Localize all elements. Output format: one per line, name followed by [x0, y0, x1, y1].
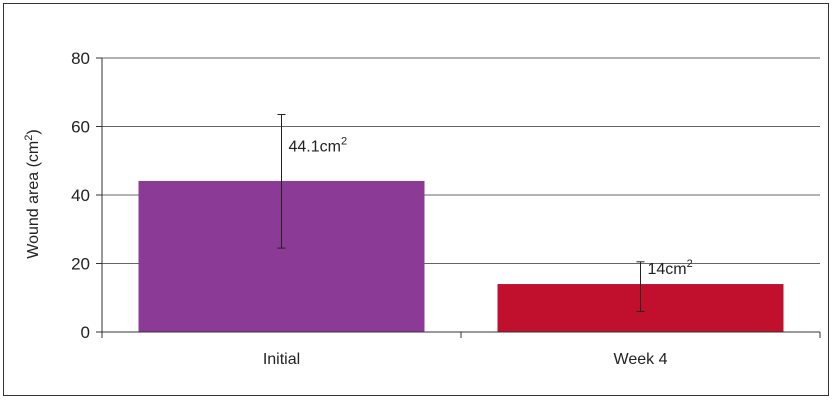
bars [138, 180, 784, 332]
y-tick-label: 80 [71, 49, 90, 68]
x-tick-label: Initial [263, 351, 300, 368]
y-tick-label: 40 [71, 186, 90, 205]
data-label: 14cm2 [648, 258, 693, 278]
y-axis-title-superscript: 2 [23, 135, 35, 141]
y-axis-title: Wound area (cm2) [23, 129, 42, 258]
data-labels: 44.1cm2 14cm2 [289, 136, 693, 278]
error-bars [277, 114, 645, 312]
y-tick-label: 60 [71, 118, 90, 137]
y-tick-label: 20 [71, 255, 90, 274]
x-tick-label: Week 4 [614, 351, 668, 368]
y-axis-title-text: Wound area (cm [25, 141, 42, 259]
axes [101, 58, 821, 338]
y-tick-labels: 0 20 40 60 80 [71, 49, 90, 342]
y-axis-title-suffix: ) [25, 129, 42, 134]
x-tick-labels: Initial Week 4 [263, 351, 668, 368]
data-label: 44.1cm2 [289, 136, 348, 156]
y-tick-label: 0 [81, 323, 90, 342]
